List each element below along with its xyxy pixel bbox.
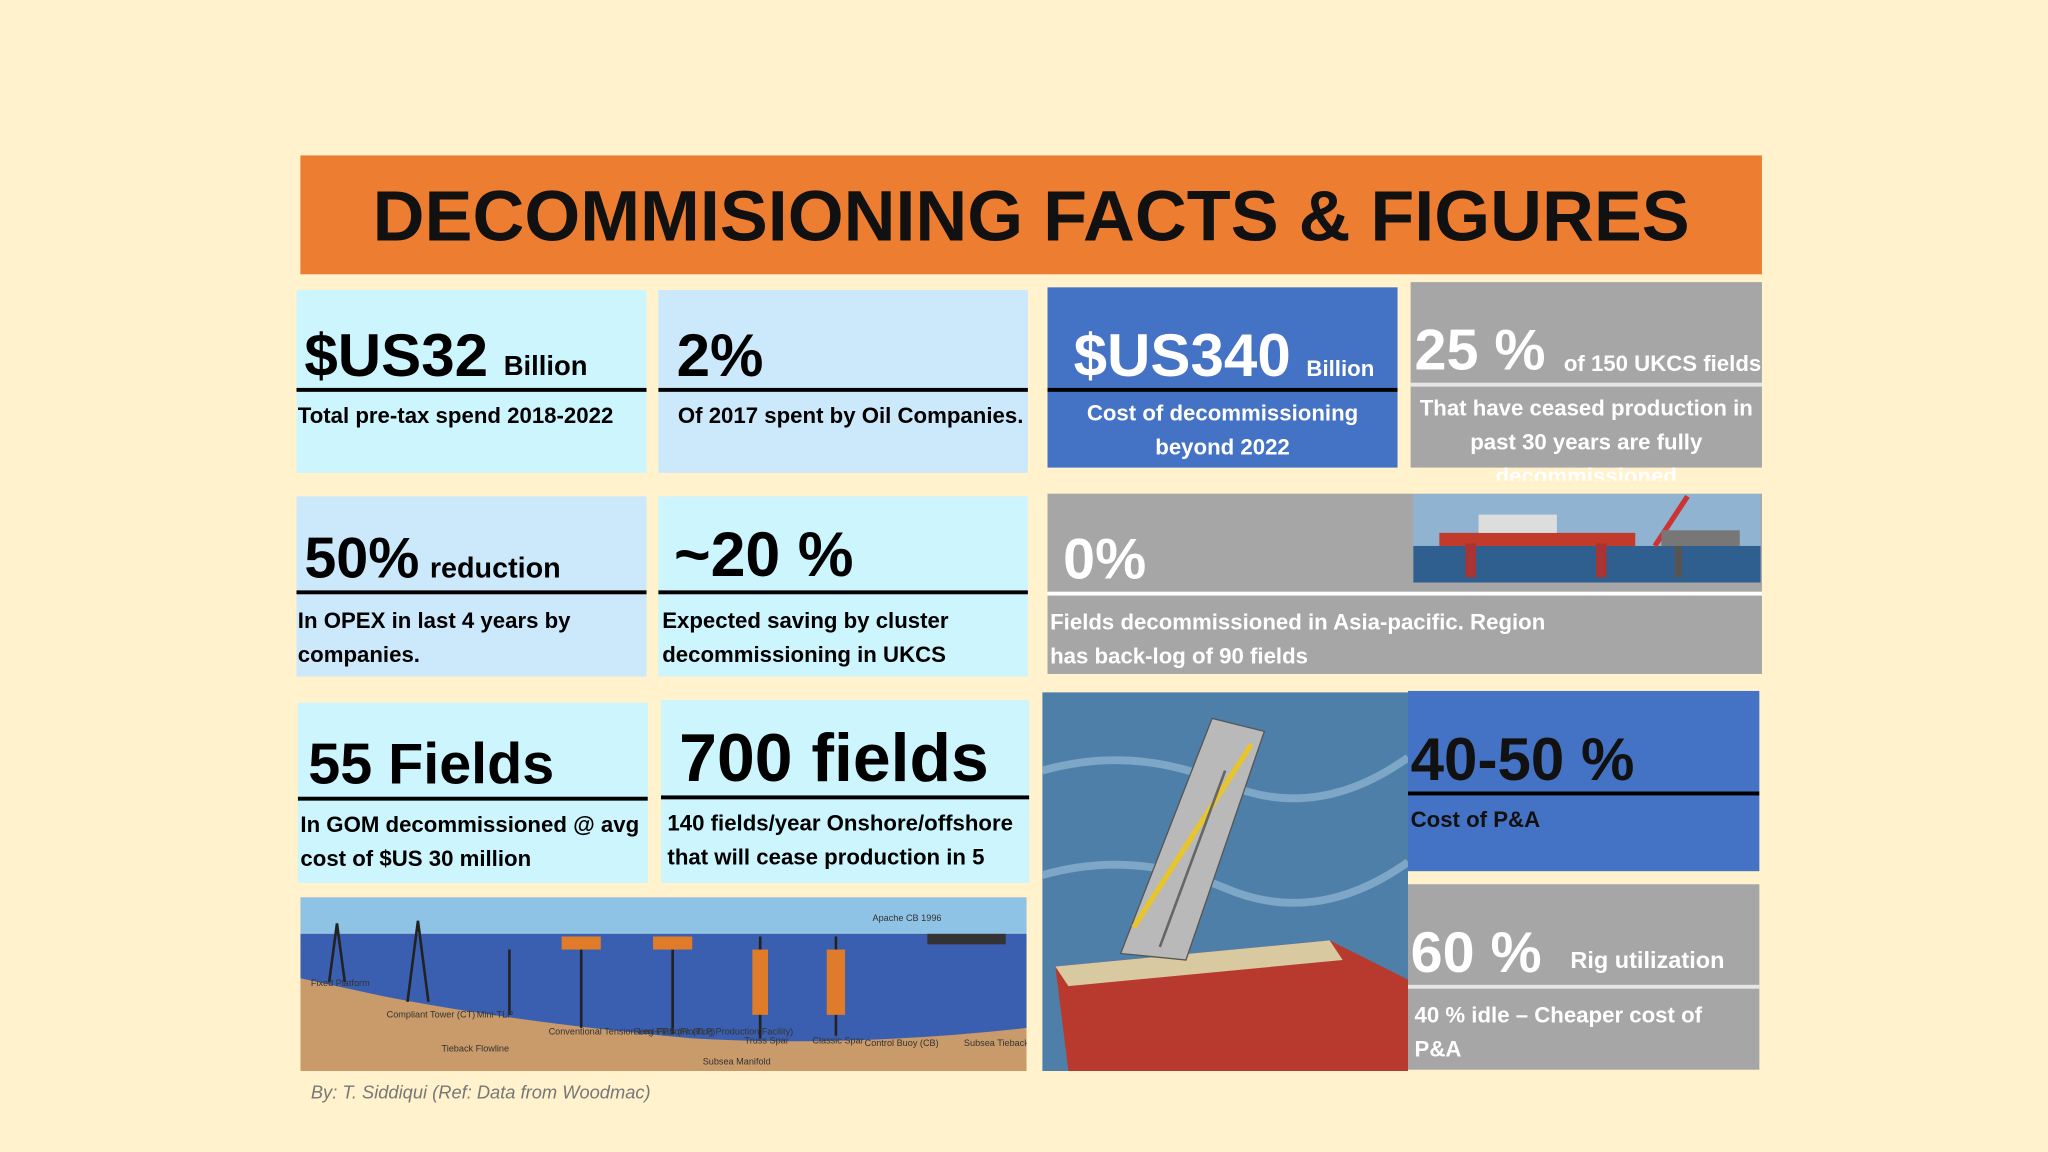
big-figure: 55 Fields: [308, 732, 555, 797]
card-head: 25 % of 150 UKCS fields: [1410, 282, 1762, 387]
diagram-label: Control Buoy (CB): [865, 1038, 939, 1048]
diagram-label: Subsea Manifold: [703, 1056, 771, 1066]
card-head: 700 fields: [660, 700, 1030, 800]
description: Cost of P&A: [1410, 807, 1541, 832]
barge-photo: [1042, 692, 1408, 1072]
card-head: 55 Fields: [297, 703, 648, 801]
description: 40 % idle – Cheaper cost of P&A: [1414, 1003, 1703, 1062]
diagram-label: Apache CB 1996: [872, 913, 941, 923]
diagram-label: Conventional Tension Leg Platform (TLP): [549, 1026, 716, 1036]
card: 40-50 % Cost of P&A: [1407, 690, 1760, 872]
big-figure: 50%: [304, 526, 420, 591]
card-head: 60 % Rig utilization: [1407, 884, 1760, 989]
unit: of 150 UKCS fields: [1563, 351, 1762, 377]
title-banner: DECOMMISIONING FACTS & FIGURES: [300, 155, 1762, 275]
description: 140 fields/year Onshore/offshore that wi…: [667, 811, 1013, 883]
card: 55 Fields In GOM decommissioned @ avg co…: [297, 702, 648, 883]
card: $US340 Billion Cost of decommissioning be…: [1047, 287, 1398, 468]
description: Expected saving by cluster decommissioni…: [662, 608, 949, 668]
diagram-label: Mini-TLP: [477, 1009, 514, 1019]
title: DECOMMISIONING FACTS & FIGURES: [372, 174, 1690, 256]
big-figure: 40-50 %: [1410, 724, 1635, 793]
big-figure: $US32: [304, 321, 489, 390]
description: Total pre-tax spend 2018-2022: [297, 403, 614, 429]
card-head: $US340 Billion: [1047, 287, 1398, 392]
card-head: $US32 Billion: [296, 290, 647, 392]
diagram-label: Subsea Tieback: [964, 1038, 1027, 1048]
card-head: 50% reduction: [296, 496, 647, 595]
description: In OPEX in last 4 years by companies.: [297, 608, 571, 668]
big-figure: 60 %: [1410, 920, 1542, 985]
diagram-label: Compliant Tower (CT): [387, 1009, 476, 1019]
rig-photo: [1413, 493, 1761, 583]
card-head: ~20 %: [658, 496, 1028, 595]
card: 2% Of 2017 spent by Oil Companies.: [658, 289, 1028, 473]
unit: Billion: [1306, 356, 1375, 382]
big-figure: 700 fields: [679, 720, 989, 797]
credit: By: T. Siddiqui (Ref: Data from Woodmac): [310, 1081, 651, 1103]
unit: Rig utilization: [1570, 946, 1725, 974]
diagram-label: Classic Spar: [812, 1036, 863, 1046]
diagram-label: Tieback Flowline: [441, 1043, 509, 1053]
card: 25 % of 150 UKCS fields That have ceased …: [1410, 282, 1762, 481]
big-figure: 0%: [1063, 527, 1147, 592]
big-figure: ~20 %: [673, 521, 854, 591]
diagram-label: Fixed Platform: [311, 978, 370, 988]
description: That have ceased production in past 30 y…: [1419, 395, 1753, 481]
card: ~20 % Expected saving by cluster decommi…: [658, 496, 1028, 677]
card: 50% reduction In OPEX in last 4 years by …: [296, 496, 647, 677]
diagram-label: Semi-FPS (Floating Production Facility): [633, 1026, 793, 1036]
diagram-label: Truss Spar: [744, 1036, 788, 1046]
description: Fields decommissioned in Asia-pacific. R…: [1050, 609, 1546, 669]
card: $US32 Billion Total pre-tax spend 2018-20…: [296, 289, 647, 473]
description: Cost of decommissioning beyond 2022: [1086, 400, 1359, 460]
card: 60 % Rig utilization 40 % idle – Cheaper …: [1407, 884, 1760, 1070]
offshore-diagram: Fixed Platform Compliant Tower (CT) Mini-T…: [300, 897, 1027, 1072]
description: In GOM decommissioned @ avg cost of $US …: [300, 812, 640, 872]
card: 700 fields 140 fields/year Onshore/offsh…: [660, 700, 1030, 883]
card-head: 40-50 %: [1407, 691, 1760, 796]
card-head: 2%: [658, 290, 1028, 392]
card-head: 0%: [1047, 494, 1762, 596]
card: 0% Fields decommissioned in Asia-pacific…: [1047, 493, 1762, 674]
description: Of 2017 spent by Oil Companies.: [677, 403, 1024, 429]
big-figure: 2%: [676, 321, 764, 390]
big-figure: 25 %: [1414, 318, 1546, 383]
big-figure: $US340: [1073, 321, 1291, 390]
unit: Billion: [503, 351, 588, 382]
unit: reduction: [429, 551, 561, 584]
